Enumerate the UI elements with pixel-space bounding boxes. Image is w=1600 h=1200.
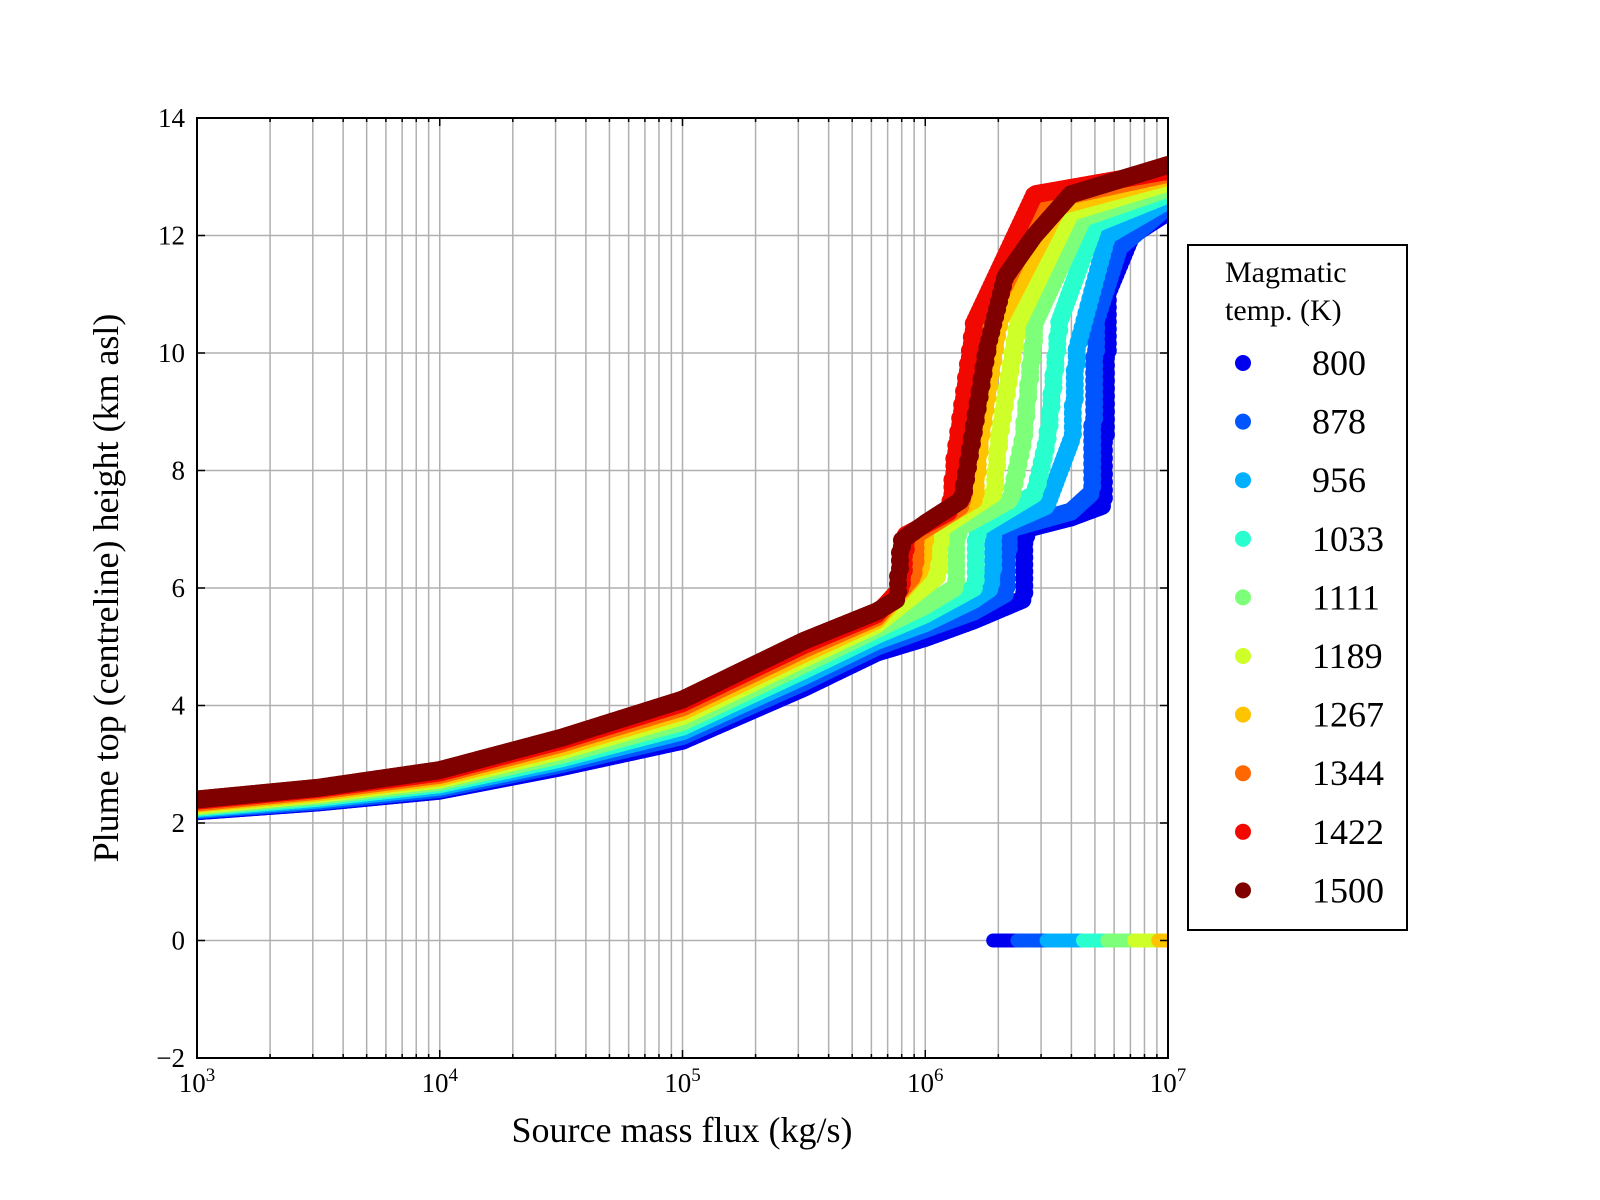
series-1500	[197, 156, 1168, 809]
data-points	[197, 156, 1168, 948]
